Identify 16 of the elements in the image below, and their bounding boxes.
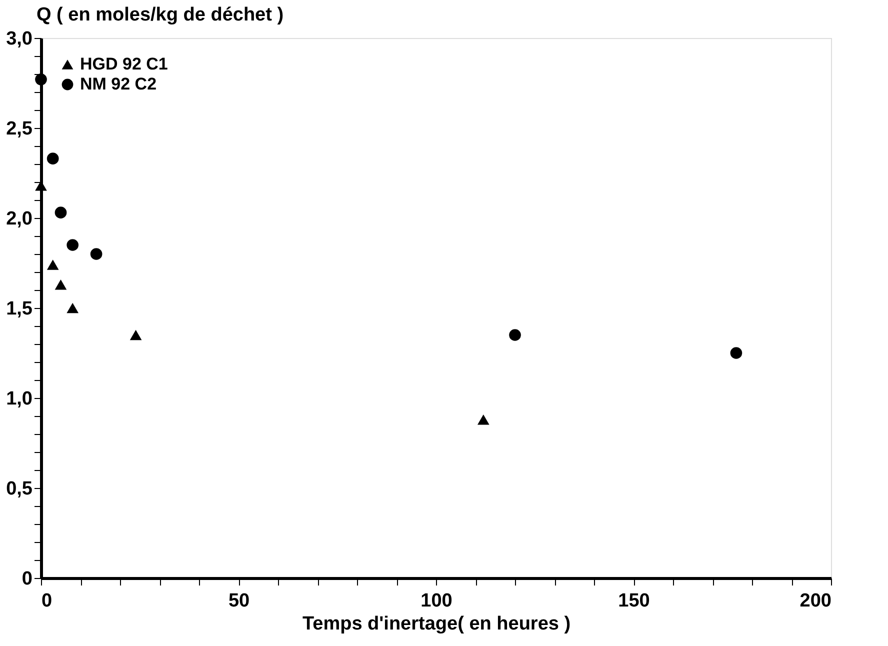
x-tick-label: 200: [800, 590, 832, 612]
y-tick-label: 0: [22, 568, 32, 590]
x-tick-label: 0: [42, 590, 52, 612]
y-tick-label: 1,5: [6, 298, 33, 320]
x-tick-label: 150: [618, 590, 650, 612]
y-tick-label: 0,5: [6, 478, 33, 500]
y-tick-label: 2,5: [6, 118, 33, 140]
legend-label: HGD 92 C1: [80, 54, 168, 74]
y-tick-label: 1,0: [6, 388, 32, 410]
x-tick-label: 100: [420, 590, 452, 612]
x-tick-label: 50: [228, 590, 250, 612]
y-tick-label: 2,0: [6, 208, 32, 230]
y-axis-title: Q ( en moles/kg de déchet ): [36, 4, 284, 26]
y-tick-label: 3,0: [6, 28, 32, 50]
x-axis-title: Temps d'inertage( en heures ): [302, 614, 571, 634]
legend-label: NM 92 C2: [80, 74, 157, 94]
